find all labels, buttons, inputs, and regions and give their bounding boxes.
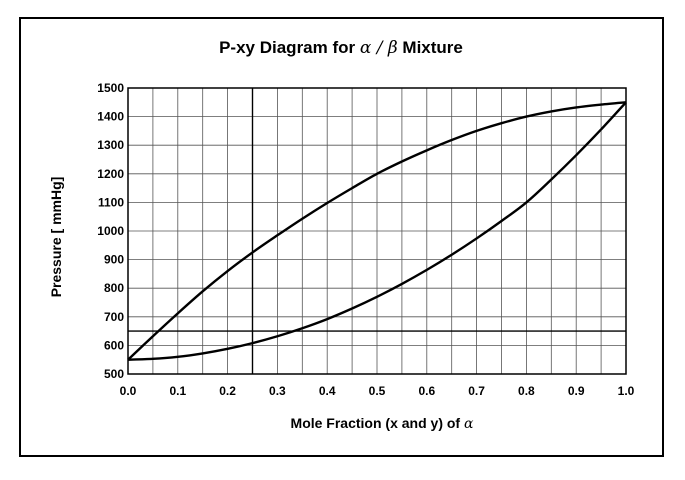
plot-area bbox=[127, 87, 627, 375]
y-tick-label: 800 bbox=[104, 281, 124, 295]
bubble-curve bbox=[127, 101, 627, 361]
x-tick-label: 0.0 bbox=[120, 384, 137, 398]
x-tick-label: 0.1 bbox=[169, 384, 186, 398]
x-tick-label: 0.6 bbox=[418, 384, 435, 398]
x-tick-label: 0.3 bbox=[269, 384, 286, 398]
y-tick-label: 900 bbox=[104, 253, 124, 267]
chart-canvas: P-xy Diagram for α / β Mixture 0.0 0.1 0.2… bbox=[48, 38, 635, 432]
y-tick-label: 1200 bbox=[97, 167, 124, 181]
y-tick-labels: 500 600 700 800 900 1000 1100 1200 1300 1400 1500 bbox=[97, 81, 124, 381]
y-tick-label: 1100 bbox=[98, 195, 124, 209]
x-tick-label: 0.5 bbox=[369, 384, 386, 398]
y-tick-label: 1000 bbox=[97, 224, 124, 238]
chart-frame: P-xy Diagram for α / β Mixture 0.0 0.1 0.2… bbox=[19, 17, 664, 457]
x-tick-label: 0.4 bbox=[319, 384, 336, 398]
y-axis-title: Pressure [ mmHg] bbox=[48, 177, 64, 298]
x-tick-label: 0.9 bbox=[568, 384, 585, 398]
y-tick-label: 1300 bbox=[97, 138, 124, 152]
reference-lines bbox=[128, 88, 626, 374]
x-axis-title: Mole Fraction (x and y) of α bbox=[291, 415, 474, 432]
chart-title: P-xy Diagram for α / β Mixture bbox=[219, 38, 463, 58]
dew-curve bbox=[127, 101, 627, 361]
y-tick-label: 600 bbox=[104, 338, 124, 352]
y-tick-label: 1500 bbox=[97, 81, 124, 95]
x-tick-label: 0.8 bbox=[518, 384, 535, 398]
gridlines bbox=[128, 88, 626, 374]
x-tick-labels: 0.0 0.1 0.2 0.3 0.4 0.5 0.6 0.7 0.8 0.9 1.0 bbox=[120, 384, 635, 398]
x-tick-label: 0.2 bbox=[219, 384, 236, 398]
y-tick-label: 500 bbox=[104, 367, 124, 381]
y-tick-label: 1400 bbox=[97, 110, 124, 124]
series-group bbox=[127, 101, 627, 361]
x-tick-label: 0.7 bbox=[468, 384, 485, 398]
y-tick-label: 700 bbox=[104, 310, 124, 324]
x-tick-label: 1.0 bbox=[618, 384, 635, 398]
